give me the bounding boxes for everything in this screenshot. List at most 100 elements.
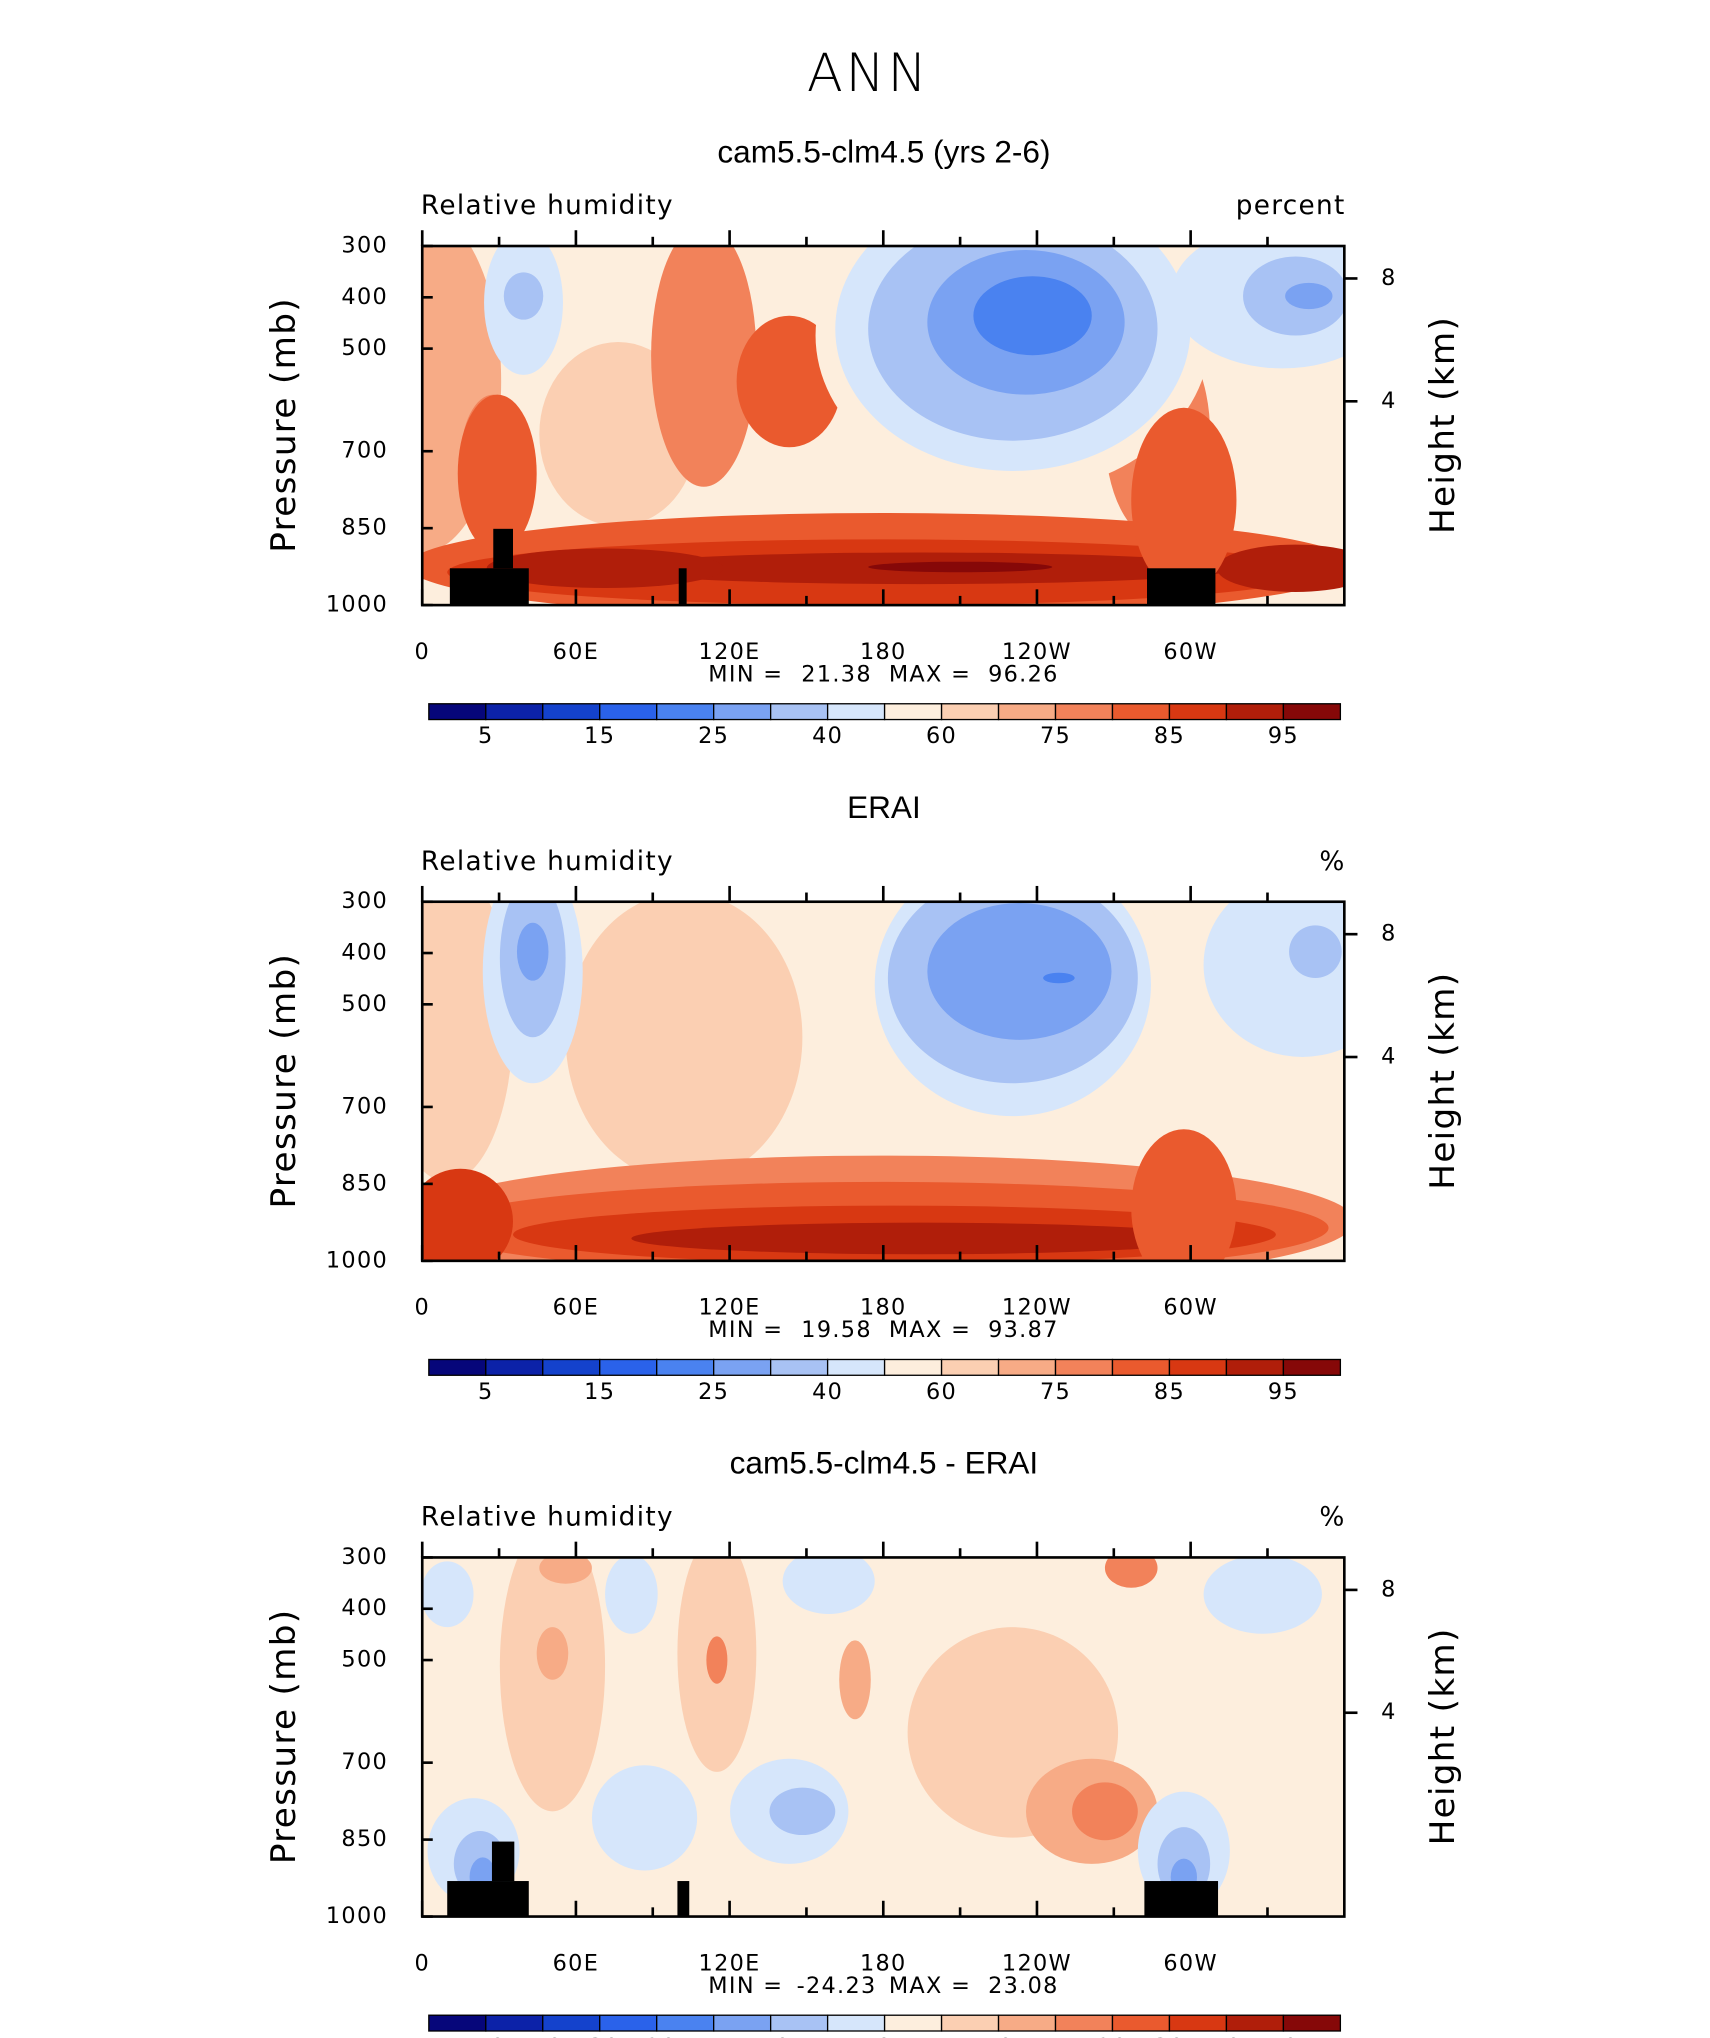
colorbar-box	[428, 2014, 487, 2032]
colorbar-box	[1054, 2014, 1114, 2032]
min-value: -24.23	[797, 1973, 877, 1999]
colorbar-box	[542, 703, 601, 721]
colorbar-box	[826, 1358, 886, 1376]
x-tick-label: 60W	[1163, 639, 1218, 665]
colorbar-label: 25	[698, 723, 729, 749]
contour-region	[927, 903, 1112, 1040]
x-tick-label: 60E	[553, 639, 600, 665]
colorbar-box	[1225, 1358, 1285, 1376]
right-label: percent	[1236, 191, 1346, 221]
colorbar-label: 60	[926, 1379, 957, 1405]
colorbar-label: 95	[1268, 723, 1299, 749]
colorbar-label: 50	[1268, 2035, 1299, 2038]
y2-tick-label: 4	[1381, 1699, 1397, 1725]
colorbar-box	[1168, 703, 1228, 721]
x-tick-label: 120E	[699, 1950, 761, 1976]
figure-title: ANN	[807, 43, 930, 104]
y-tick-label: 1000	[326, 592, 388, 618]
colorbar-label: 40	[1211, 2035, 1242, 2038]
colorbar-label: -10	[750, 2035, 790, 2038]
colorbar-box	[826, 2014, 886, 2032]
colorbar-box	[883, 1358, 943, 1376]
contour-region	[1072, 1782, 1138, 1841]
y-tick-label: 700	[341, 1749, 388, 1775]
colorbar-box	[1282, 2014, 1342, 2032]
contour-region	[499, 1557, 606, 1812]
y-tick-label: 700	[341, 438, 388, 464]
colorbar-box	[1111, 703, 1171, 721]
colorbar-label: 25	[698, 1379, 729, 1405]
y2-tick-label: 4	[1381, 388, 1397, 414]
colorbar-label: -5	[815, 2035, 840, 2038]
max-value: 96.26	[988, 661, 1059, 687]
contour-region	[1131, 1129, 1237, 1262]
terrain-mask	[677, 1881, 690, 1917]
left-label: Relative humidity	[421, 191, 674, 221]
colorbar-box	[713, 1358, 772, 1376]
colorbar-box	[1225, 703, 1285, 721]
y2-axis-title: Height (km)	[1423, 1627, 1463, 1845]
y2-tick-label: 8	[1381, 1576, 1397, 1602]
contour-region	[1104, 1557, 1158, 1588]
chart-title: cam5.5-clm4.5 - ERAI	[730, 1445, 1039, 1481]
terrain-mask	[1147, 568, 1216, 606]
colorbar-box	[1054, 703, 1114, 721]
x-tick-label: 0	[414, 1950, 430, 1976]
x-tick-label: 60W	[1163, 1950, 1218, 1976]
right-label: %	[1319, 847, 1345, 877]
y-tick-label: 500	[341, 1647, 388, 1673]
x-tick-label: 180	[860, 1950, 907, 1976]
min-value: 21.38	[801, 661, 872, 687]
colorbar-box	[769, 2014, 829, 2032]
contour-region	[706, 1636, 728, 1684]
min-label: MIN =	[708, 661, 783, 687]
colorbar-box	[599, 703, 658, 721]
x-tick-label: 0	[414, 639, 430, 665]
colorbar-box	[656, 703, 715, 721]
colorbar-box	[883, 703, 943, 721]
x-tick-label: 120W	[1002, 1950, 1072, 1976]
max-value: 23.08	[988, 1973, 1059, 1999]
contour-region	[539, 1557, 592, 1584]
y-tick-label: 850	[341, 515, 388, 541]
colorbar-box	[713, 703, 772, 721]
min-label: MIN =	[708, 1973, 783, 1999]
max-label: MAX =	[889, 1317, 971, 1343]
y-tick-label: 300	[341, 233, 388, 259]
y2-axis-title: Height (km)	[1423, 316, 1463, 534]
contour-region	[591, 1765, 698, 1871]
colorbar-box	[1111, 2014, 1171, 2032]
y2-tick-label: 4	[1381, 1044, 1397, 1070]
colorbar-box	[997, 703, 1057, 721]
colorbar-box	[940, 1358, 1000, 1376]
y-axis-title: Pressure (mb)	[264, 297, 304, 553]
colorbar-box	[940, 703, 1000, 721]
colorbar-label: 75	[1040, 723, 1071, 749]
terrain-mask	[493, 528, 513, 569]
max-label: MAX =	[889, 661, 971, 687]
contour-region	[782, 1557, 875, 1615]
contour-region	[868, 561, 1053, 573]
colorbar-label: 5	[934, 2035, 950, 2038]
contour-region	[516, 922, 549, 981]
contour-region	[651, 246, 757, 487]
x-tick-label: 60E	[553, 1295, 600, 1321]
contour-region	[422, 1561, 474, 1628]
colorbar-box	[599, 2014, 658, 2032]
colorbar-box	[997, 1358, 1057, 1376]
contour-region	[422, 1168, 513, 1262]
contour-region	[736, 315, 842, 448]
colorbar-label: 10	[983, 2035, 1014, 2038]
colorbar-box	[1111, 1358, 1171, 1376]
terrain-mask	[1144, 1881, 1219, 1917]
y-tick-label: 300	[341, 1544, 388, 1570]
contour-region	[1285, 282, 1333, 310]
colorbar-label: 40	[812, 1379, 843, 1405]
contour-region	[486, 548, 724, 589]
colorbar-box	[428, 1358, 487, 1376]
right-label: %	[1319, 1502, 1345, 1532]
colorbar-box	[883, 2014, 943, 2032]
colorbar-label: 15	[584, 723, 615, 749]
x-tick-label: 120W	[1002, 1295, 1072, 1321]
